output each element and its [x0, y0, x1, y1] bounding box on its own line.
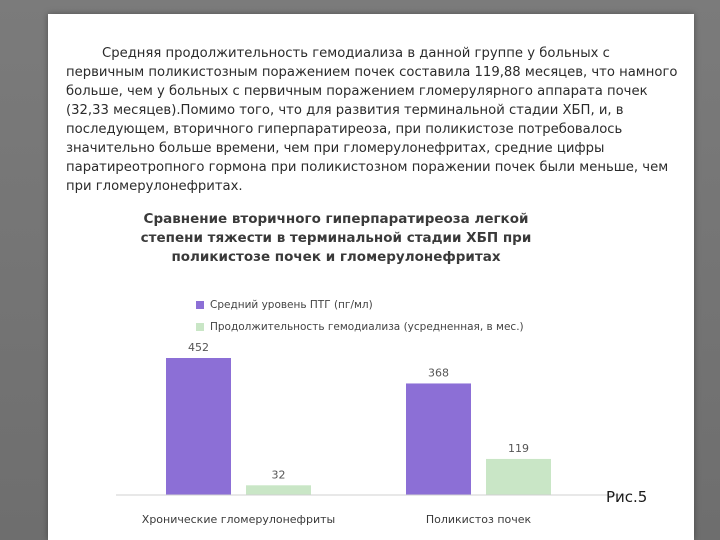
legend-label-ptg: Средний уровень ПТГ (пг/мл)	[210, 299, 373, 311]
category-label-1: Поликистоз почек	[426, 513, 532, 526]
data-label-dialysis-0: 32	[272, 468, 286, 481]
data-label-ptg-0: 452	[188, 341, 209, 354]
chart-title: Сравнение вторичного гиперпаратиреоза ле…	[140, 211, 532, 265]
body-paragraph: Средняя продолжительность гемодиализа в …	[66, 46, 678, 194]
legend-label-dialysis: Продолжительность гемодиализа (усредненн…	[210, 321, 524, 333]
figure-label: Рис.5	[606, 488, 648, 506]
legend-swatch-ptg	[196, 301, 204, 309]
bar-ptg-1	[406, 383, 471, 495]
legend-item-dialysis: Продолжительность гемодиализа (усредненн…	[196, 316, 524, 338]
bar-dialysis-1	[486, 458, 551, 495]
bar-dialysis-0	[246, 485, 311, 495]
bar-ptg-0	[166, 358, 231, 495]
chart: Сравнение вторичного гиперпаратиреоза ле…	[116, 210, 626, 540]
legend-item-ptg: Средний уровень ПТГ (пг/мл)	[196, 294, 524, 316]
chart-legend: Средний уровень ПТГ (пг/мл) Продолжитель…	[196, 294, 524, 338]
data-label-ptg-1: 368	[428, 366, 449, 379]
chart-plot: 452 32 Хронические гломерулонефриты 368 119 П…	[116, 341, 626, 526]
slide: Средняя продолжительность гемодиализа в …	[48, 14, 694, 540]
data-label-dialysis-1: 119	[508, 442, 529, 455]
legend-swatch-dialysis	[196, 323, 204, 331]
category-label-0: Хронические гломерулонефриты	[142, 513, 335, 526]
